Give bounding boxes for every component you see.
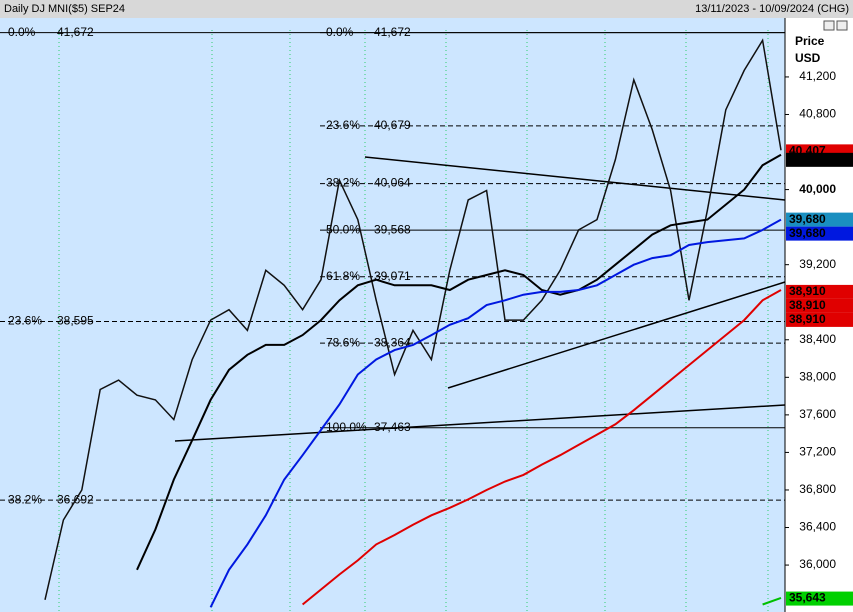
fib-level: 40,064 [374,176,411,190]
fib-level: 41,672 [374,25,411,39]
y-tick-label: 36,800 [799,482,836,496]
price-label: 40,402 [789,152,826,166]
fib-ratio: 0.0% [326,25,354,39]
session-lines [58,30,769,612]
price-line [44,38,782,600]
header-bar [0,0,853,18]
price-label-box [786,591,853,606]
y-tick-label: 38,400 [799,332,836,346]
fib-level: 40,679 [374,118,411,132]
price-label: 35,643 [789,591,826,605]
fib-ratio: 38.2% [326,176,360,190]
price-label: 39,680 [789,226,826,240]
fib-ratio: 61.8% [326,269,360,283]
y-tick-label: 37,600 [799,407,836,421]
chart-title: Daily DJ MNI($5) SEP24 [4,3,125,15]
price-label-box [786,312,853,327]
window-button[interactable] [823,20,835,31]
y-tick-label: 36,400 [799,520,836,534]
price-label-box [786,212,853,227]
y-tick-label: 37,200 [799,445,836,459]
y-tick-label: 36,000 [799,557,836,571]
fib-level: 38,595 [57,314,94,328]
y-tick-label: 39,200 [799,257,836,271]
price-label-box [786,284,853,299]
moving-average [762,596,782,606]
y-tick-label: 40,000 [799,182,836,196]
price-label-box [786,152,853,167]
price-label: 38,910 [789,284,826,298]
fib-ratio: 23.6% [8,314,42,328]
axis-title: Price [795,34,825,48]
y-tick-label: 38,000 [799,369,836,383]
y-tick-label: 41,200 [799,69,836,83]
price-label-box [786,298,853,313]
fib-level: 37,463 [374,420,411,434]
trend-lines [174,156,786,442]
fib-ratio: 0.0% [8,25,36,39]
fib-level: 39,568 [374,222,411,236]
fib-ratio: 38.2% [8,492,42,506]
axis-title: USD [795,51,821,65]
moving-average [209,218,782,608]
window-button[interactable] [836,20,848,31]
fib-level: 41,672 [57,25,94,39]
moving-average [301,289,782,606]
price-label-box [786,226,853,241]
fib-ratio: 23.6% [326,118,360,132]
fib-ratio: 78.6% [326,335,360,349]
fib-ratio: 100.0% [326,420,367,434]
fib-level: 38,364 [374,335,411,349]
date-range: 13/11/2023 - 10/09/2024 (CHG) [695,3,849,15]
plot-area [0,18,785,612]
y-tick-label: 40,800 [799,107,836,121]
fib-ratio: 50.0% [326,222,360,236]
price-label: 38,910 [789,298,826,312]
moving-average [136,153,782,571]
price-label: 39,680 [789,212,826,226]
fib-level: 39,071 [374,269,411,283]
price-label: 38,910 [789,312,826,326]
